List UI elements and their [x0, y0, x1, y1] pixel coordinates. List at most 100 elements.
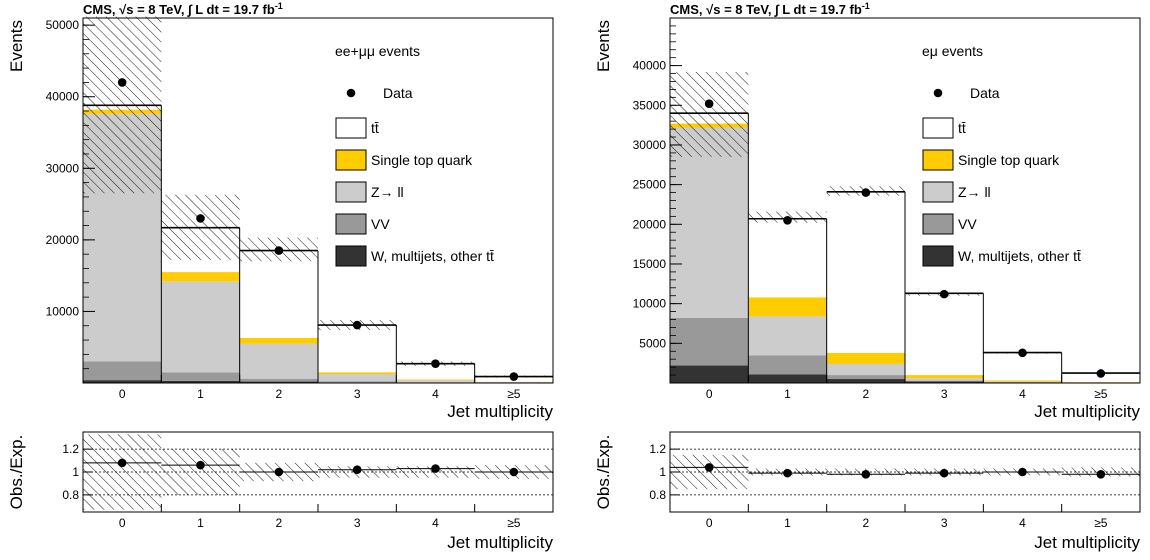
- ratio-y-axis-label: Obs./Exp.: [7, 435, 26, 510]
- stack-bar-2-bin-0: [670, 127, 749, 318]
- legend-swatch-1: [922, 213, 954, 235]
- uncertainty-band-bin-1: [161, 194, 240, 260]
- stack-bar-0-bin-1: [748, 374, 827, 383]
- ratio-y-tick-label-0: 0.8: [649, 488, 666, 502]
- legend-label-3: Single top quark: [371, 152, 473, 168]
- ratio-y-tick-label-2: 1.2: [649, 442, 666, 456]
- ratio-x-tick-label-2: 2: [275, 516, 282, 530]
- x-tick-label-2: 2: [862, 387, 869, 401]
- x-tick-label-0: 0: [706, 387, 713, 401]
- x-tick-label-3: 3: [354, 387, 361, 401]
- legend-data-marker: [346, 88, 356, 98]
- stack-bar-0-bin-3: [905, 381, 984, 383]
- stack-bar-0-bin-0: [670, 365, 749, 383]
- panel-emu: CMS, √s = 8 TeV, ∫ L dt = 19.7 fb-1 5000 1…: [594, 1, 1141, 552]
- data-point-bin-0: [704, 99, 714, 108]
- data-point-bin-2: [274, 246, 284, 255]
- ratio-point-bin-3: [352, 465, 362, 475]
- header-text: CMS, √s = 8 TeV, ∫ L dt = 19.7 fb: [670, 2, 862, 17]
- data-point-bin-2: [861, 188, 871, 197]
- y-tick-label-4: 50000: [46, 18, 80, 32]
- ratio-point-bin-5: [509, 467, 519, 477]
- ratio-point-bin-3: [939, 468, 949, 478]
- ratio-x-axis-label: Jet multiplicity: [1034, 533, 1140, 552]
- stack-bar-2-bin-1: [748, 316, 827, 356]
- x-tick-label-4: 4: [1019, 387, 1026, 401]
- ratio-x-tick-label-2: 2: [862, 516, 869, 530]
- ratio-point-bin-1: [783, 468, 792, 478]
- cms-header: CMS, √s = 8 TeV, ∫ L dt = 19.7 fb-1: [670, 1, 870, 17]
- legend-label-0: W, multijets, other tt̄: [371, 248, 494, 264]
- stack-bar-1-bin-2: [239, 378, 318, 382]
- data-point-bin-5: [1096, 369, 1106, 378]
- y-tick-label-7: 40000: [633, 59, 667, 73]
- header-superscript: -1: [275, 1, 283, 11]
- ratio-x-tick-label-4: 4: [1019, 516, 1026, 530]
- legend-label-4: tt̄: [371, 120, 379, 136]
- legend-label-1: VV: [958, 216, 977, 232]
- ratio-y-tick-label-0: 0.8: [62, 488, 79, 502]
- ratio-point-bin-1: [196, 460, 205, 470]
- x-tick-label-1: 1: [197, 387, 204, 401]
- legend-label-2: Z→ ll: [371, 184, 404, 200]
- x-tick-label-1: 1: [784, 387, 791, 401]
- stack-bar-1-bin-1: [161, 372, 240, 381]
- y-tick-label-0: 5000: [639, 336, 666, 350]
- legend-data-label: Data: [970, 85, 1000, 101]
- stack-bar-0-bin-2: [826, 379, 905, 383]
- ratio-x-tick-label-0: 0: [119, 516, 126, 530]
- x-tick-label-5: ≥5: [507, 387, 521, 401]
- ratio-uncertainty-bin-1: [161, 449, 240, 495]
- ratio-uncertainty-bin-0: [670, 454, 749, 490]
- legend-swatch-4: [335, 117, 367, 139]
- ratio-x-tick-label-4: 4: [432, 516, 439, 530]
- ratio-plot-frame: [669, 431, 1141, 513]
- stack-bar-1-bin-3: [905, 380, 984, 382]
- ratio-x-tick-label-5: ≥5: [507, 516, 521, 530]
- y-tick-label-3: 20000: [633, 217, 667, 231]
- data-point-bin-4: [1018, 348, 1027, 358]
- uncertainty-band-bin-0: [83, 16, 162, 194]
- ratio-point-bin-2: [274, 467, 284, 477]
- data-point-bin-3: [352, 320, 362, 330]
- y-tick-label-1: 20000: [46, 233, 80, 247]
- legend-swatch-2: [922, 181, 954, 203]
- data-point-bin-4: [431, 359, 440, 368]
- data-point-bin-5: [509, 372, 519, 381]
- stack-bar-2-bin-3: [318, 374, 397, 382]
- stack-bar-2-bin-4: [396, 380, 475, 383]
- header-superscript: -1: [862, 1, 870, 11]
- ratio-point-bin-2: [861, 469, 871, 479]
- y-tick-label-6: 35000: [633, 98, 667, 112]
- stack-bar-2-bin-4: [983, 381, 1062, 383]
- stack-bar-0-bin-1: [161, 380, 240, 383]
- x-tick-label-3: 3: [941, 387, 948, 401]
- ratio-y-tick-label-1: 1: [72, 465, 79, 479]
- legend: Data tt̄ Single top quark Z→ ll VV W, multije…: [335, 85, 494, 267]
- y-tick-label-2: 15000: [633, 257, 667, 271]
- ratio-x-tick-label-5: ≥5: [1094, 516, 1108, 530]
- legend: Data tt̄ Single top quark Z→ ll VV W, multije…: [922, 85, 1081, 267]
- legend-label-2: Z→ ll: [958, 184, 991, 200]
- data-point-bin-0: [117, 78, 127, 87]
- ratio-x-tick-label-3: 3: [354, 516, 361, 530]
- y-tick-label-2: 30000: [46, 161, 80, 175]
- stack-bar-2-bin-5: [474, 381, 553, 383]
- x-tick-label-2: 2: [275, 387, 282, 401]
- stack-bar-2-bin-2: [239, 343, 318, 379]
- stack-bar-2-bin-1: [161, 281, 240, 373]
- stack-bar-4-bin-3: [318, 325, 397, 373]
- x-tick-label-5: ≥5: [1094, 387, 1108, 401]
- stack-bar-3-bin-4: [396, 379, 475, 381]
- stack-bar-3-bin-2: [239, 337, 318, 344]
- ratio-point-bin-4: [1018, 467, 1027, 477]
- uncertainty-band-bin-0: [670, 71, 749, 157]
- ratio-y-axis-label: Obs./Exp.: [594, 435, 613, 510]
- stack-bar-3-bin-2: [826, 352, 905, 364]
- x-axis-label: Jet multiplicity: [1034, 402, 1140, 421]
- channel-label: eμ events: [922, 43, 983, 59]
- ratio-x-tick-label-1: 1: [197, 516, 204, 530]
- stack-bar-4-bin-4: [983, 352, 1062, 381]
